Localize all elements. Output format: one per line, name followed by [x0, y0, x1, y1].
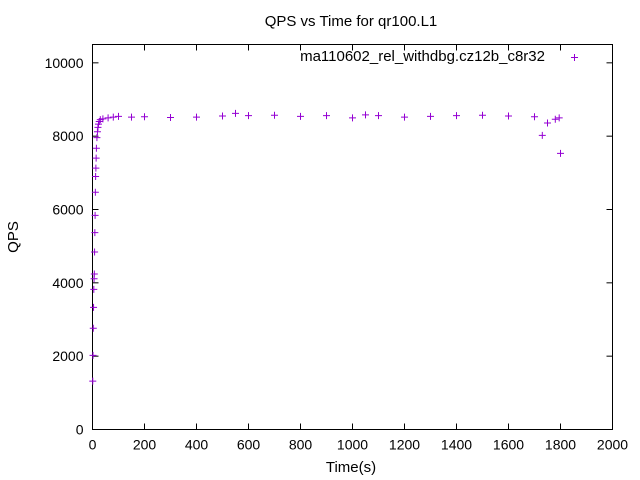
- data-point: [128, 113, 135, 121]
- y-axis-label: QPS: [5, 221, 22, 253]
- data-point: [557, 149, 564, 157]
- data-point: [297, 112, 304, 120]
- data-point: [427, 112, 434, 120]
- legend: ma110602_rel_withdbg.cz12b_c8r32: [300, 48, 578, 65]
- data-points: [89, 109, 564, 385]
- x-tick-label: 1000: [337, 437, 368, 453]
- data-point: [479, 111, 486, 119]
- data-point: [91, 229, 99, 237]
- x-tick-label: 400: [185, 437, 209, 453]
- y-tick-label: 0: [76, 422, 84, 438]
- data-point: [323, 112, 330, 120]
- data-point: [92, 164, 100, 172]
- data-point: [193, 113, 200, 121]
- data-point: [94, 123, 102, 131]
- x-tick-label: 800: [289, 437, 313, 453]
- data-point: [90, 285, 98, 293]
- y-tick-label: 8000: [52, 128, 83, 144]
- data-point: [555, 114, 563, 122]
- data-point: [505, 112, 512, 120]
- data-point: [245, 112, 252, 120]
- x-axis: 0 200 400 600 800 1000 1200 1400 1600 1800 2000: [89, 44, 628, 453]
- data-point: [99, 115, 107, 123]
- y-tick-label: 10000: [45, 55, 84, 71]
- data-point: [375, 112, 382, 120]
- data-point: [92, 144, 100, 152]
- x-tick-label: 1400: [441, 437, 472, 453]
- x-tick-label: 200: [133, 437, 157, 453]
- data-point: [92, 154, 100, 162]
- data-point: [91, 211, 99, 219]
- data-point: [453, 112, 460, 120]
- data-point: [531, 113, 538, 121]
- x-tick-label: 2000: [597, 437, 628, 453]
- data-point: [89, 351, 97, 359]
- data-point: [91, 188, 99, 196]
- data-point: [271, 111, 278, 119]
- data-point: [401, 113, 408, 121]
- legend-marker: [571, 54, 578, 61]
- data-point: [349, 114, 356, 122]
- data-point: [109, 113, 117, 121]
- y-tick-label: 4000: [52, 275, 83, 291]
- data-point: [91, 248, 99, 256]
- data-point: [104, 114, 112, 122]
- data-point: [551, 115, 559, 123]
- data-point: [90, 303, 98, 311]
- data-point: [362, 111, 369, 119]
- legend-entry-label: ma110602_rel_withdbg.cz12b_c8r32: [300, 48, 545, 65]
- x-tick-label: 600: [237, 437, 261, 453]
- data-point: [219, 112, 226, 120]
- x-tick-label: 0: [89, 437, 97, 453]
- chart-title: QPS vs Time for qr100.L1: [265, 13, 438, 30]
- data-point: [544, 119, 551, 127]
- x-tick-label: 1800: [545, 437, 576, 453]
- y-tick-label: 6000: [52, 202, 83, 218]
- data-point: [167, 113, 174, 121]
- data-point: [538, 131, 546, 139]
- y-tick-label: 2000: [52, 348, 83, 364]
- x-axis-label: Time(s): [326, 459, 376, 476]
- data-point: [141, 113, 148, 121]
- y-axis: 0 2000 4000 6000 8000 10000: [45, 55, 613, 438]
- data-point: [90, 270, 98, 278]
- data-point: [92, 173, 100, 180]
- data-point: [93, 128, 101, 136]
- data-point: [89, 377, 97, 385]
- data-point: [93, 134, 101, 142]
- x-tick-label: 1600: [493, 437, 524, 453]
- data-point: [89, 324, 97, 332]
- data-point: [232, 109, 239, 117]
- data-point: [115, 112, 122, 120]
- x-tick-label: 1200: [389, 437, 420, 453]
